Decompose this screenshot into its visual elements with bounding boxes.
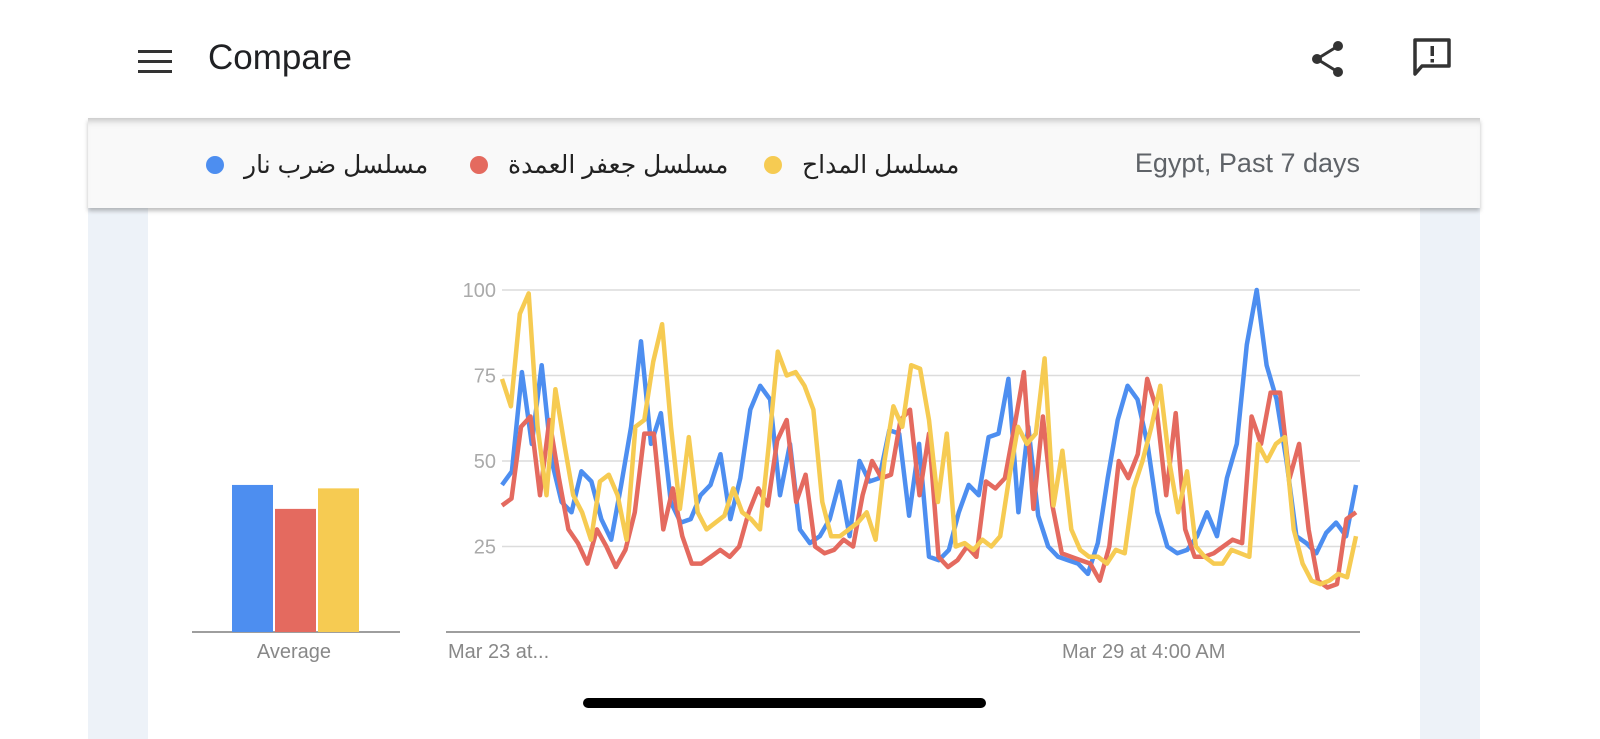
legend-item-1[interactable]: مسلسل جعفر العمدة <box>470 150 728 180</box>
bar-2 <box>318 488 359 632</box>
legend-dot-icon <box>764 156 782 174</box>
bar-0 <box>232 484 273 632</box>
right-margin <box>1420 118 1480 739</box>
y-tick-label: 50 <box>474 451 496 473</box>
y-tick-label: 25 <box>474 537 496 559</box>
legend-bar: مسلسل ضرب نار مسلسل جعفر العمدة مسلسل ال… <box>88 118 1480 208</box>
bar-category-label: Average <box>257 641 331 663</box>
legend-label: مسلسل ضرب نار <box>244 151 429 179</box>
y-tick-label: 100 <box>463 280 496 302</box>
legend-item-0[interactable]: مسلسل ضرب نار <box>206 150 428 180</box>
chart-card: Average 25 50 75 100 Mar 23 at... Mar 29 at 4:… <box>148 208 1420 739</box>
share-icon[interactable] <box>1308 38 1348 78</box>
app-header: Compare <box>0 0 1600 118</box>
x-tick-label: Mar 23 at... <box>448 641 549 663</box>
home-indicator[interactable] <box>583 698 986 708</box>
page-title: Compare <box>208 38 352 77</box>
x-tick-label: Mar 29 at 4:00 AM <box>1062 641 1225 663</box>
legend-label: مسلسل جعفر العمدة <box>508 151 729 179</box>
y-tick-label: 75 <box>474 366 496 388</box>
hamburger-menu-icon[interactable] <box>138 50 172 74</box>
legend-label: مسلسل المداح <box>802 151 960 179</box>
legend-dot-icon <box>470 156 488 174</box>
left-margin <box>88 118 148 739</box>
line-series-0 <box>500 287 1359 577</box>
line-series-2 <box>499 291 1359 587</box>
legend-item-2[interactable]: مسلسل المداح <box>764 150 959 180</box>
chart-svg: Average 25 50 75 100 Mar 23 at... Mar 29 at 4:… <box>192 280 1360 663</box>
feedback-icon[interactable] <box>1410 36 1454 80</box>
bar-1 <box>275 508 316 632</box>
region-timeframe[interactable]: Egypt, Past 7 days <box>1134 148 1360 178</box>
legend-dot-icon <box>206 156 224 174</box>
